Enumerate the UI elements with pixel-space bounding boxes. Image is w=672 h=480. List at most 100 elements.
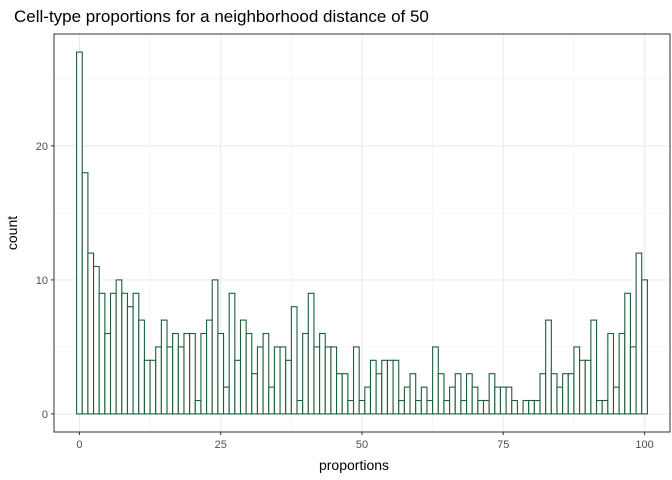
histogram-bar [307,292,315,415]
histogram-bar [375,373,383,415]
histogram-bar [319,332,326,415]
chart-title: Cell-type proportions for a neighborhood… [14,7,429,26]
histogram-bar [550,373,558,415]
y-tick-label: 0 [42,409,48,421]
histogram-bar [579,359,586,415]
histogram-bar [522,399,530,415]
histogram-bar [624,292,631,415]
histogram-bar [324,346,332,415]
histogram-bar [341,373,349,415]
histogram-bar [528,399,535,415]
histogram-bar [562,373,569,415]
histogram-bar [126,306,134,415]
histogram-bar [302,332,309,415]
histogram-bar [98,292,106,415]
y-tick-label: 20 [36,141,48,153]
histogram-bar [386,359,394,415]
histogram-bar [160,319,168,415]
x-tick-label: 75 [497,439,509,451]
histogram-bar [499,386,507,415]
histogram-bar [234,359,242,415]
histogram-bar [443,399,451,415]
histogram-bar [81,172,89,415]
histogram-bar [409,373,417,415]
histogram-bar [471,386,479,415]
histogram-bar [364,386,372,415]
histogram-bar [533,399,541,415]
histogram-bar [149,359,157,415]
histogram-bar [251,373,258,415]
histogram-bar [189,332,196,415]
histogram-bar [460,399,468,415]
histogram-bar [330,346,338,415]
histogram-bar [415,399,422,415]
x-axis-title: proportions [319,457,389,473]
histogram-bars [76,51,648,415]
histogram-bar [217,332,225,415]
histogram-bar [437,373,445,415]
histogram-bar [166,346,174,415]
histogram-bar [488,373,496,415]
histogram-bar [403,386,411,415]
histogram-bar [245,332,253,415]
histogram-bar [590,319,598,415]
y-axis-title: count [4,216,20,250]
histogram-bar [285,359,292,415]
histogram-bar [93,265,100,415]
histogram-bar [290,306,298,415]
histogram-bar [76,51,83,415]
histogram-bar [132,292,140,415]
histogram-bar [347,399,355,415]
histogram-bar [87,252,95,415]
histogram-bar [612,386,620,415]
histogram-bar [138,319,145,415]
histogram-bar [172,332,179,415]
histogram-bar [381,359,388,415]
histogram-bar [426,399,434,415]
x-tick-label: 50 [356,439,368,451]
histogram-bar [256,346,264,415]
histogram-bar [466,373,473,415]
histogram-bar [239,319,247,415]
histogram-bar [482,399,490,415]
y-tick-label: 10 [36,275,48,287]
histogram-bar [183,332,191,415]
histogram-bar [629,346,637,415]
histogram-bar [268,386,275,415]
histogram-bar [273,346,281,415]
histogram-bar [595,399,603,415]
histogram-bar [601,399,609,415]
histogram-bar [511,399,518,415]
histogram-bar [222,386,230,415]
histogram-bar [296,399,304,415]
histogram-bar [545,319,552,415]
histogram-bar [505,386,513,415]
x-tick-label: 0 [76,439,82,451]
histogram-bar [358,399,366,415]
histogram-bar [573,346,581,415]
histogram-bar [635,252,643,415]
histogram-bar [584,359,592,415]
x-tick-label: 25 [215,439,227,451]
histogram-bar [206,319,213,415]
histogram-bar [392,359,400,415]
histogram-bar [454,373,462,415]
histogram-bar [607,332,615,415]
histogram-bar [641,279,648,415]
histogram-bar [279,346,287,415]
histogram-bar [494,386,502,415]
histogram-bar [618,332,626,415]
histogram-bar [369,359,377,415]
histogram-bar [477,399,485,415]
histogram-bar [115,279,123,415]
histogram-bar [262,332,270,415]
x-axis-ticks: 0 25 50 75 100 [76,432,654,451]
histogram-bar [194,399,202,415]
histogram-bar [211,279,219,415]
histogram-bar [313,346,321,415]
histogram-bar [449,386,456,415]
x-tick-label: 100 [635,439,653,451]
histogram-bar [336,373,343,415]
histogram-bar [228,292,236,415]
